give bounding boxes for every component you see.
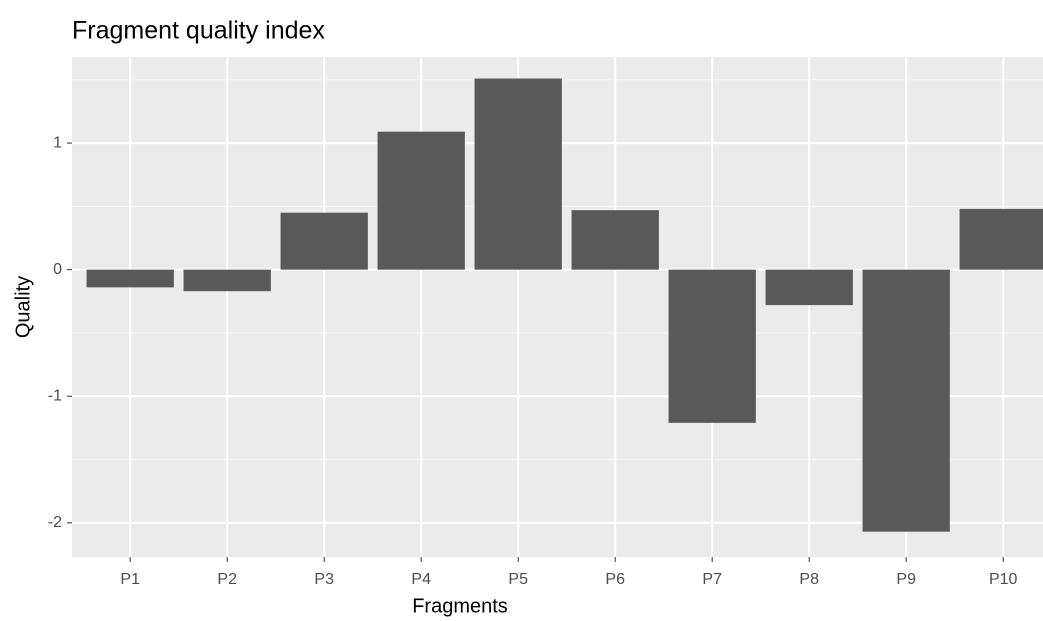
bar — [862, 269, 950, 532]
bar — [280, 212, 368, 270]
x-tick-label: P7 — [702, 571, 722, 588]
y-tick-label: -1 — [48, 387, 62, 404]
x-tick-label: P10 — [989, 571, 1018, 588]
x-tick-label: P4 — [411, 571, 431, 588]
bar — [86, 269, 174, 288]
panel — [72, 57, 1043, 557]
x-tick-label: P3 — [314, 571, 334, 588]
x-tick-label: P8 — [799, 571, 819, 588]
bar — [668, 269, 756, 423]
bar — [765, 269, 853, 306]
bar — [183, 269, 271, 292]
bar — [474, 78, 562, 270]
x-tick-label: P6 — [605, 571, 625, 588]
bar — [959, 208, 1043, 270]
bar — [377, 131, 465, 270]
x-tick-label: P1 — [120, 571, 140, 588]
x-tick-label: P5 — [508, 571, 528, 588]
y-axis-title: Quality — [12, 276, 34, 338]
y-tick-label: -2 — [48, 514, 62, 531]
chart-title: Fragment quality index — [72, 17, 325, 45]
x-tick-label: P9 — [896, 571, 916, 588]
y-tick-label: 1 — [53, 134, 62, 151]
x-tick-label: P2 — [217, 571, 237, 588]
x-axis-title: Fragments — [412, 595, 508, 617]
bar — [571, 210, 659, 270]
y-tick-label: 0 — [53, 261, 62, 278]
